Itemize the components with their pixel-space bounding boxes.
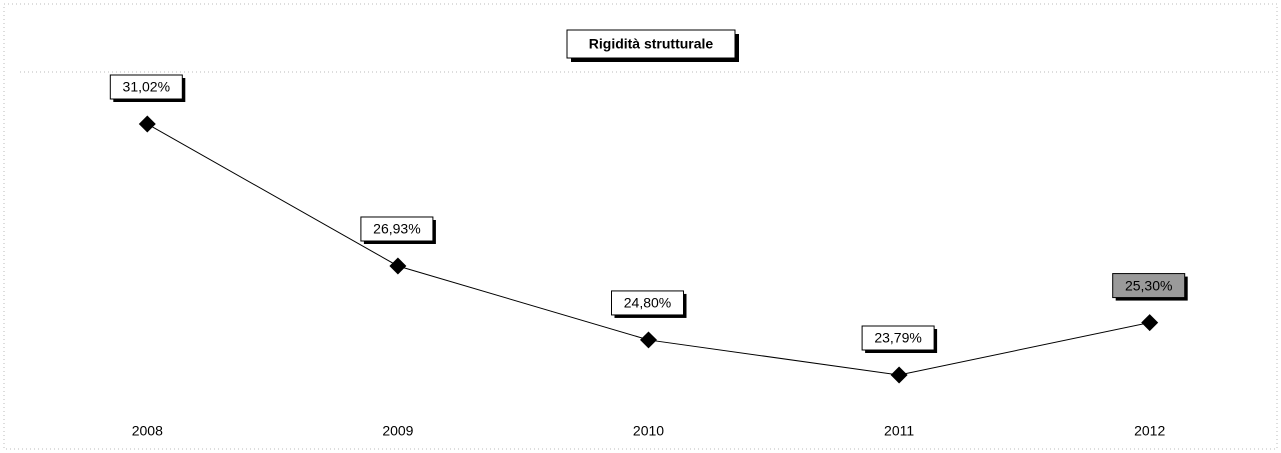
x-tick-label: 2009 — [382, 423, 413, 439]
data-label: 26,93% — [373, 221, 420, 237]
x-tick-label: 2010 — [633, 423, 664, 439]
point-marker — [890, 366, 908, 384]
label-box — [360, 216, 434, 242]
label-box — [861, 325, 935, 351]
data-label: 23,79% — [874, 330, 921, 346]
label-box — [611, 290, 684, 316]
point-marker — [138, 115, 156, 133]
x-tick-label: 2011 — [884, 423, 914, 439]
point-marker — [389, 257, 407, 275]
data-label: 25,30% — [1125, 277, 1172, 293]
chart-title: Rigidità strutturale — [589, 36, 714, 52]
point-marker — [640, 331, 657, 349]
chart-border — [3, 3, 1278, 450]
x-tick-label: 2008 — [132, 423, 163, 439]
data-label: 24,80% — [624, 295, 671, 311]
point-marker — [1141, 314, 1159, 332]
title-box — [566, 29, 736, 59]
x-tick-label: 2012 — [1134, 423, 1165, 439]
label-box — [109, 74, 183, 100]
label-box — [1112, 273, 1186, 299]
data-label: 31,02% — [123, 79, 170, 95]
